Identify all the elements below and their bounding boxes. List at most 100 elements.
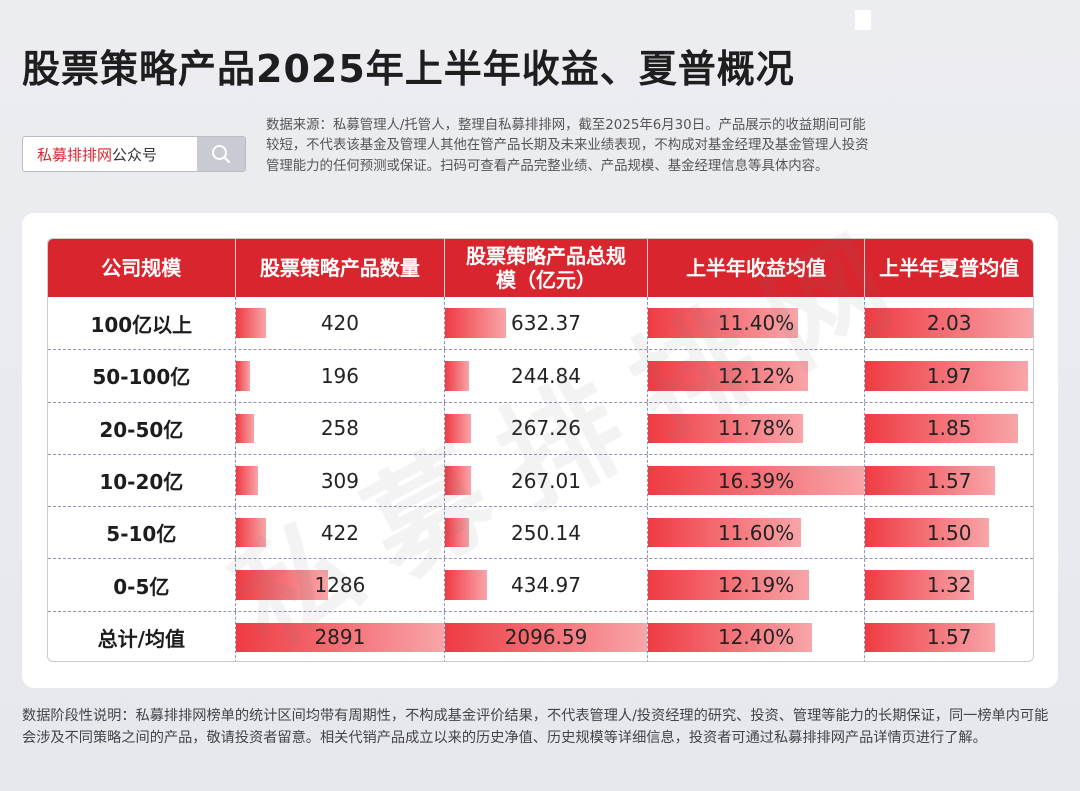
count-bar [235, 361, 250, 391]
search-label: 私募排排网 公众号 [23, 137, 197, 171]
return-cell: 16.39% [647, 454, 866, 507]
table-row: 20-50亿 258 267.26 11.78% 1.85 [48, 401, 1033, 454]
sharpe-bar [865, 518, 990, 548]
return-value: 12.40% [717, 625, 795, 650]
row-label: 10-20亿 [48, 454, 236, 507]
scale-value: 244.84 [511, 363, 581, 388]
sharpe-bar [865, 361, 1029, 391]
table-body: 100亿以上 420 632.37 11.40% 2.03 50-100亿 196 244.8… [48, 297, 1033, 661]
count-bar [235, 570, 329, 600]
count-bar [235, 465, 258, 496]
scale-value: 632.37 [511, 311, 581, 336]
scale-bar [445, 361, 469, 391]
sharpe-value: 1.57 [926, 625, 972, 650]
return-cell: 11.60% [647, 507, 866, 559]
return-value: 11.60% [717, 520, 795, 545]
search-box[interactable]: 私募排排网 公众号 [22, 136, 246, 172]
row-label: 50-100亿 [48, 350, 236, 402]
scale-bar [445, 518, 470, 548]
sharpe-bar [865, 622, 996, 653]
sharpe-cell: 1.85 [865, 403, 1033, 454]
return-bar [647, 570, 809, 600]
sharpe-bar [865, 413, 1019, 443]
count-bar [235, 518, 267, 548]
table-row: 10-20亿 309 267.01 16.39% 1.57 [48, 453, 1033, 507]
row-label: 总计/均值 [48, 611, 236, 661]
scale-cell: 434.97 [445, 559, 648, 611]
sharpe-cell: 2.03 [865, 297, 1033, 349]
return-cell: 11.78% [647, 402, 866, 454]
search-icon [212, 145, 231, 164]
scale-cell: 632.37 [445, 297, 648, 350]
scale-bar [445, 308, 506, 339]
count-cell: 309 [235, 454, 446, 507]
return-cell: 12.12% [647, 350, 866, 402]
count-bar [235, 622, 445, 653]
header-return-mean: 上半年收益均值 [648, 239, 866, 297]
scale-bar [445, 570, 488, 600]
sharpe-bar [865, 308, 1033, 339]
sharpe-cell: 1.97 [865, 350, 1033, 401]
scale-bar [445, 622, 647, 653]
return-bar [647, 465, 865, 496]
return-cell: 12.40% [647, 611, 866, 661]
return-value: 11.78% [717, 416, 795, 441]
scale-cell: 267.01 [445, 454, 648, 507]
search-suffix: 公众号 [112, 145, 158, 164]
sharpe-cell: 1.50 [865, 507, 1033, 558]
return-value: 16.39% [717, 468, 795, 493]
return-bar [647, 622, 812, 653]
return-value: 11.40% [717, 311, 795, 336]
count-bar [235, 308, 266, 339]
count-value: 2891 [314, 625, 366, 650]
return-bar [647, 361, 808, 391]
table-row: 5-10亿 422 250.14 11.60% 1.50 [48, 506, 1033, 559]
scale-bar [445, 465, 471, 496]
return-value: 12.12% [717, 363, 795, 388]
scale-bar [445, 413, 471, 443]
count-bar [235, 413, 255, 443]
row-label: 100亿以上 [48, 297, 236, 350]
sharpe-cell: 1.57 [865, 612, 1033, 661]
count-cell: 196 [235, 350, 446, 402]
sharpe-bar [865, 570, 975, 600]
sharpe-value: 1.50 [926, 520, 972, 545]
source-note: 数据来源：私募管理人/托管人，整理自私募排排网，截至2025年6月30日。产品展… [266, 118, 869, 174]
sharpe-cell: 1.57 [865, 455, 1033, 506]
header-sharpe-mean: 上半年夏普均值 [879, 255, 1020, 280]
return-cell: 12.19% [647, 559, 866, 611]
sharpe-value: 1.85 [926, 416, 972, 441]
scale-cell: 250.14 [445, 507, 648, 559]
row-label: 20-50亿 [48, 402, 236, 454]
header-company-size: 公司规模 [48, 239, 236, 297]
scale-value: 250.14 [511, 520, 581, 545]
count-value: 1286 [314, 573, 366, 598]
table-row: 0-5亿 1286 434.97 12.19% 1.32 [48, 558, 1033, 611]
data-table: 公司规模 股票策略产品数量 股票策略产品总规模（亿元） 上半年收益均值 上半年夏… [47, 238, 1034, 662]
count-value: 422 [320, 520, 359, 545]
return-value: 12.19% [717, 573, 795, 598]
scale-cell: 244.84 [445, 350, 648, 402]
scale-value: 2096.59 [504, 625, 588, 650]
table-row: 100亿以上 420 632.37 11.40% 2.03 [48, 297, 1033, 350]
search-brand: 私募排排网 [37, 145, 113, 164]
count-cell: 2891 [235, 611, 446, 661]
return-bar [647, 518, 802, 548]
sharpe-value: 1.57 [926, 468, 972, 493]
scale-value: 267.26 [511, 416, 581, 441]
scale-cell: 267.26 [445, 402, 648, 454]
return-cell: 11.40% [647, 297, 866, 350]
count-value: 196 [320, 363, 359, 388]
count-value: 258 [320, 416, 359, 441]
scale-value: 434.97 [511, 573, 581, 598]
sharpe-bar [865, 465, 996, 496]
count-cell: 1286 [235, 559, 446, 611]
footer-note: 数据阶段性说明：私募排排网榜单的统计区间均带有周期性，不构成基金评价结果，不代表… [22, 708, 1049, 746]
scale-value: 267.01 [511, 468, 581, 493]
scale-cell: 2096.59 [445, 611, 648, 661]
search-button[interactable] [197, 137, 245, 171]
count-value: 309 [320, 468, 359, 493]
sharpe-value: 1.32 [926, 573, 972, 598]
header-total-scale: 股票策略产品总规模（亿元） [445, 239, 648, 297]
row-label: 5-10亿 [48, 507, 236, 559]
